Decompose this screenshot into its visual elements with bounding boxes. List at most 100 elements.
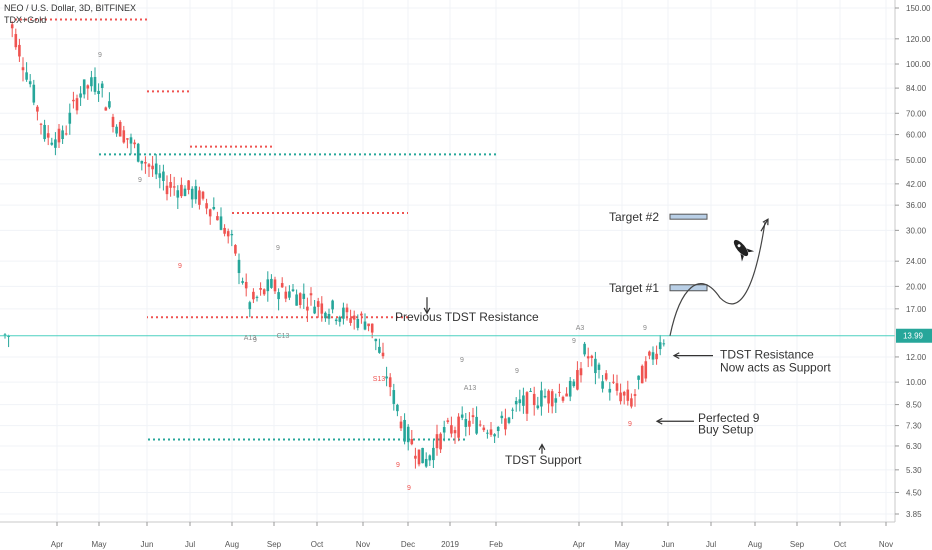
candle-body — [320, 303, 324, 314]
arrow-resistance-support-head — [672, 352, 680, 360]
time-tick-label: Sep — [267, 540, 282, 549]
candle-body — [223, 227, 226, 234]
candle-body — [118, 121, 122, 137]
price-tick-label: 30.00 — [906, 226, 927, 235]
candle-body — [424, 458, 428, 467]
candle-body — [43, 124, 46, 140]
candle-body — [550, 391, 554, 407]
candle-body — [385, 376, 388, 379]
candle-body — [14, 34, 18, 48]
candle-body — [349, 318, 352, 323]
candle-body — [338, 316, 342, 322]
candle-body — [457, 416, 460, 438]
candle-body — [561, 396, 565, 401]
candle-body — [471, 415, 475, 418]
candle-body — [324, 312, 327, 319]
td-count-label: 9 — [178, 263, 182, 270]
candle-body — [648, 351, 651, 356]
candle-body — [158, 173, 162, 178]
candle-body — [327, 314, 331, 319]
candle-body — [136, 143, 140, 162]
candle-body — [237, 259, 241, 274]
candle-body — [313, 306, 316, 314]
candle-body — [594, 358, 597, 374]
annotation-2: Previous TDST Resistance — [395, 310, 539, 324]
candle-body — [230, 233, 234, 236]
candle-body — [208, 209, 212, 217]
candle-body — [79, 93, 82, 98]
target-2-box — [669, 213, 708, 220]
candle-body — [54, 139, 57, 148]
projection-arrow — [760, 218, 769, 232]
candle-body — [216, 216, 219, 221]
candle-body — [183, 188, 187, 197]
candle-body — [619, 392, 622, 402]
td-count-label: 9 — [460, 357, 464, 364]
candle-body — [291, 289, 295, 291]
price-tick-label: 120.00 — [906, 35, 931, 44]
candle-body — [345, 307, 349, 313]
candle-body — [241, 281, 244, 283]
candle-body — [547, 390, 550, 404]
candle-body — [309, 293, 313, 296]
candle-body — [432, 447, 435, 461]
td-count-label: 9 — [643, 325, 647, 332]
price-tick-label: 12.00 — [906, 353, 927, 362]
candle-body — [252, 291, 255, 300]
candle-body — [100, 83, 104, 88]
candle-body — [129, 137, 133, 144]
candle-body — [331, 300, 334, 310]
candle-body — [86, 85, 90, 89]
candle-body — [284, 291, 288, 299]
candle-body — [3, 334, 7, 336]
candle-body — [428, 455, 432, 461]
price-tick-label: 84.00 — [906, 84, 927, 93]
td-count-label: 9 — [98, 52, 102, 59]
candle-body — [615, 383, 619, 391]
price-tick-label: 8.50 — [906, 401, 922, 410]
candle-body — [468, 420, 471, 427]
candle-body — [630, 398, 633, 407]
annotation-4: Now acts as Support — [720, 361, 831, 375]
candle-body — [529, 390, 532, 392]
candle-body — [187, 180, 190, 190]
td-count-label: A13 — [464, 385, 477, 392]
candle-body — [518, 399, 522, 404]
time-tick-label: 2019 — [441, 540, 459, 549]
price-tick-label: 100.00 — [906, 60, 931, 69]
price-tick-label: 42.00 — [906, 180, 927, 189]
candles — [3, 21, 666, 469]
candle-body — [464, 419, 468, 427]
candle-body — [572, 381, 576, 387]
price-tick-label: 20.00 — [906, 282, 927, 291]
time-tick-label: Jul — [706, 540, 716, 549]
grid — [0, 0, 895, 522]
candle-body — [248, 302, 252, 310]
candle-body — [532, 393, 536, 406]
candle-body — [414, 455, 417, 459]
candle-body — [39, 123, 43, 125]
annotation-1: Target #1 — [609, 281, 659, 295]
td-count-label: 9 — [407, 485, 411, 492]
candle-body — [568, 380, 572, 397]
candle-body — [93, 76, 97, 92]
annotation-3: TDST Resistance — [720, 348, 814, 362]
candle-body — [259, 288, 262, 290]
candle-body — [662, 343, 666, 345]
time-tick-label: May — [614, 540, 629, 549]
candle-body — [626, 389, 630, 401]
candle-body — [90, 77, 93, 87]
rocket-icon — [733, 239, 755, 262]
candle-body — [597, 364, 601, 370]
candle-body — [194, 186, 198, 200]
candle-body — [435, 434, 439, 449]
candle-body — [482, 427, 486, 431]
candle-body — [32, 84, 36, 103]
candle-body — [111, 116, 115, 128]
candle-body — [46, 133, 50, 138]
candle-body — [126, 138, 129, 140]
candle-body — [378, 346, 381, 353]
annotations: Target #2 Target #1 Previous TDST Resistan… — [395, 210, 831, 467]
